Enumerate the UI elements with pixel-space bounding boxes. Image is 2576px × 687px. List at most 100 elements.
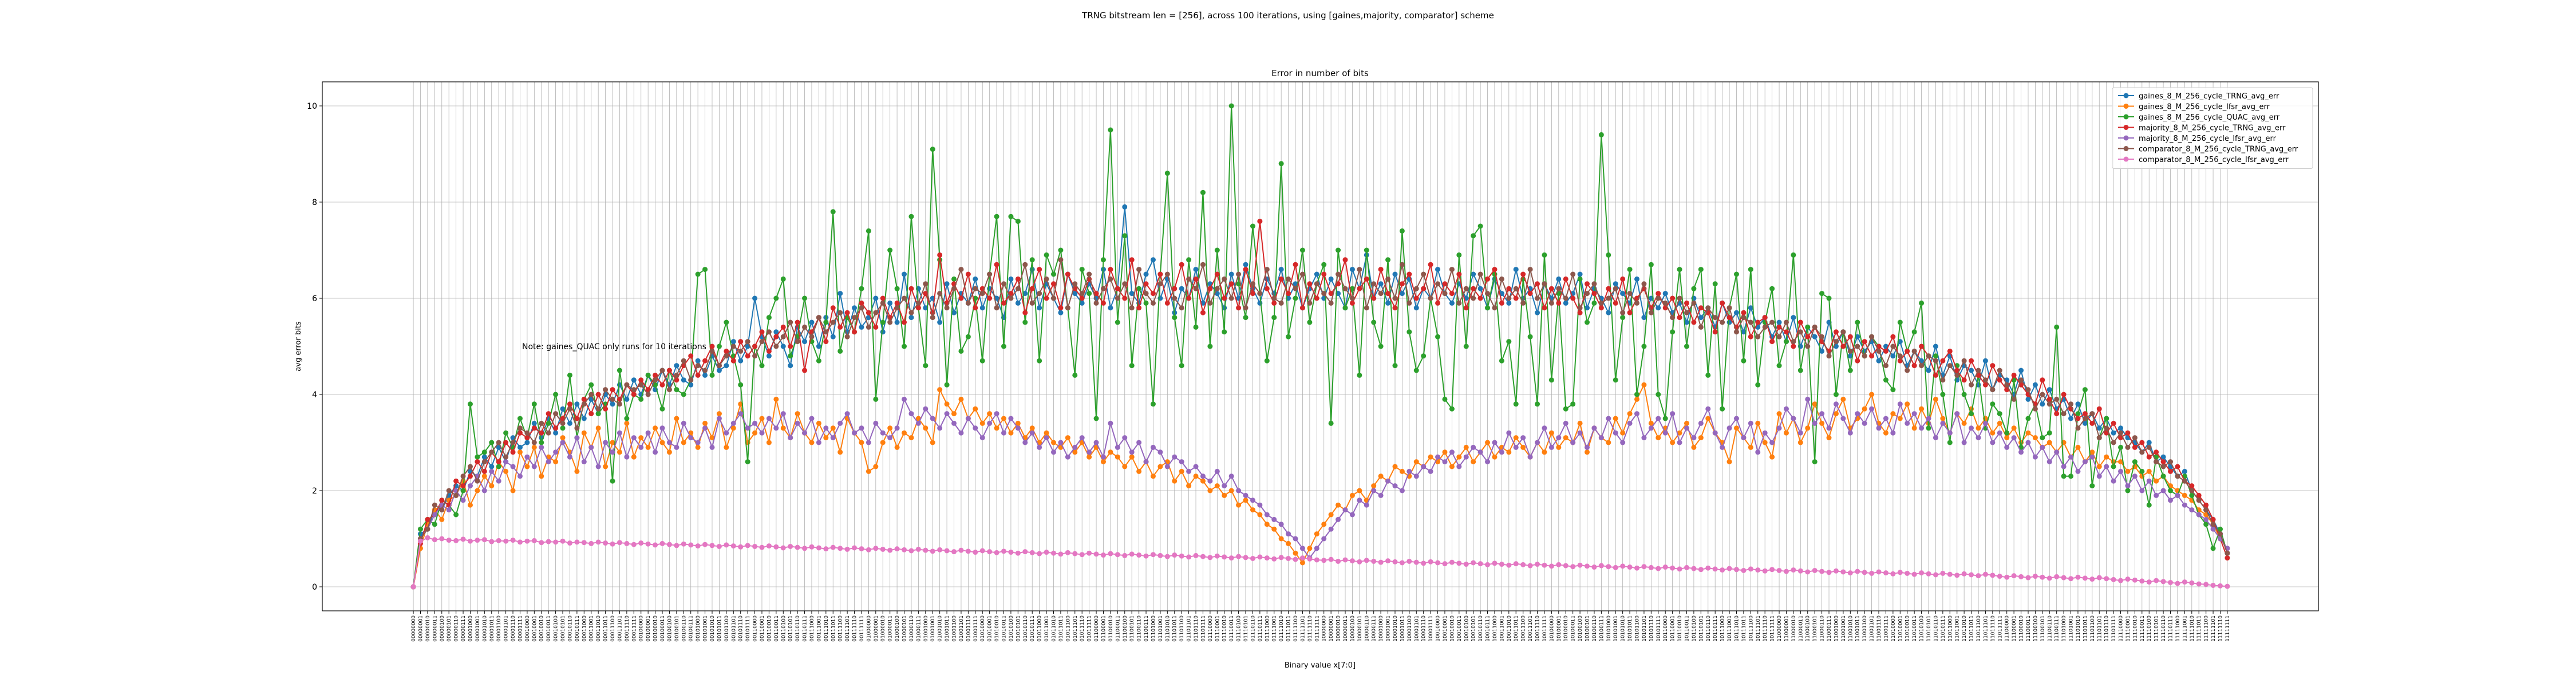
data-point xyxy=(1228,103,1234,109)
data-point xyxy=(581,396,587,402)
data-point xyxy=(1499,449,1504,455)
data-point xyxy=(1193,464,1199,469)
legend-marker xyxy=(2123,135,2129,141)
data-point xyxy=(1421,271,1427,277)
data-point xyxy=(1826,425,1832,431)
x-tick-label: 00110001 xyxy=(760,615,765,642)
data-point xyxy=(517,449,523,455)
data-point xyxy=(674,444,679,450)
data-point xyxy=(1342,557,1348,563)
data-point xyxy=(1862,353,1867,359)
data-point xyxy=(1264,555,1270,561)
x-tick-label: 11100001 xyxy=(2012,615,2017,642)
data-point xyxy=(937,252,943,258)
data-point xyxy=(1428,468,1433,474)
data-point xyxy=(1585,281,1590,287)
data-point xyxy=(738,358,744,364)
data-point xyxy=(1157,552,1163,558)
data-point xyxy=(1222,329,1227,335)
data-point xyxy=(1065,271,1070,277)
data-point xyxy=(973,550,978,555)
data-point xyxy=(503,454,509,460)
data-point xyxy=(1513,295,1519,301)
data-point xyxy=(766,348,772,354)
data-point xyxy=(1548,286,1554,291)
data-point xyxy=(1186,468,1192,474)
data-point xyxy=(1200,189,1206,195)
data-point xyxy=(1250,507,1255,513)
data-point xyxy=(2146,454,2152,460)
data-point xyxy=(1058,257,1064,263)
data-point xyxy=(581,430,587,436)
data-point xyxy=(1620,563,1626,569)
data-point xyxy=(2040,377,2045,383)
data-point xyxy=(965,548,971,554)
data-point xyxy=(2096,464,2102,469)
data-point xyxy=(1477,286,1483,291)
data-point xyxy=(1022,319,1028,325)
data-point xyxy=(1357,498,1362,503)
data-point xyxy=(631,387,637,393)
data-point xyxy=(1072,281,1078,287)
data-point xyxy=(1477,271,1483,277)
data-point xyxy=(1150,401,1156,407)
data-point xyxy=(560,420,566,426)
data-point xyxy=(1684,564,1689,570)
data-point xyxy=(1321,536,1327,542)
data-point xyxy=(951,420,957,426)
x-tick-label: 00010101 xyxy=(560,615,566,642)
data-point xyxy=(581,459,587,465)
data-point xyxy=(958,430,964,436)
data-point xyxy=(1585,291,1590,297)
data-point xyxy=(653,372,658,378)
data-point xyxy=(1207,300,1213,306)
data-point xyxy=(581,401,587,407)
data-point xyxy=(2046,401,2052,407)
data-point xyxy=(745,543,750,548)
x-tick-label: 00100001 xyxy=(646,615,651,642)
data-point xyxy=(1741,315,1747,321)
data-point xyxy=(1691,444,1697,450)
data-point xyxy=(951,549,957,555)
data-point xyxy=(958,547,964,553)
data-point xyxy=(1762,430,1768,436)
data-point xyxy=(1228,488,1234,493)
data-point xyxy=(1606,252,1611,258)
x-tick-label: 00111010 xyxy=(824,615,829,642)
x-tick-label: 10010110 xyxy=(1478,615,1484,642)
data-point xyxy=(1058,310,1064,315)
data-point xyxy=(2096,435,2102,441)
data-point xyxy=(979,435,985,441)
data-point xyxy=(1378,344,1384,349)
x-tick-label: 11101011 xyxy=(2083,615,2088,642)
data-point xyxy=(638,382,644,388)
data-point xyxy=(908,435,914,441)
data-point xyxy=(2082,387,2088,393)
data-point xyxy=(2075,425,2081,431)
data-point xyxy=(1029,300,1035,306)
data-point xyxy=(795,339,800,345)
x-tick-label: 00110110 xyxy=(795,615,801,642)
data-point xyxy=(1136,552,1142,558)
data-point xyxy=(1548,430,1554,436)
data-point xyxy=(1328,512,1334,518)
data-point xyxy=(1556,300,1562,306)
data-point xyxy=(1044,550,1049,555)
data-point xyxy=(1336,281,1341,287)
data-point xyxy=(1179,363,1184,369)
data-point xyxy=(1961,420,1967,426)
data-point xyxy=(1136,440,1142,445)
data-point xyxy=(2025,430,2031,436)
data-point xyxy=(517,416,523,421)
data-point xyxy=(1620,291,1626,297)
data-point xyxy=(1905,401,1910,407)
data-point xyxy=(496,440,501,445)
x-tick-label: 10110010 xyxy=(1677,615,1683,642)
data-point xyxy=(2160,464,2166,469)
data-point xyxy=(1577,430,1583,436)
data-point xyxy=(1563,420,1568,426)
data-point xyxy=(531,420,537,426)
x-tick-label: 01110000 xyxy=(1208,615,1214,642)
data-point xyxy=(1883,416,1888,421)
data-point xyxy=(1684,420,1689,426)
